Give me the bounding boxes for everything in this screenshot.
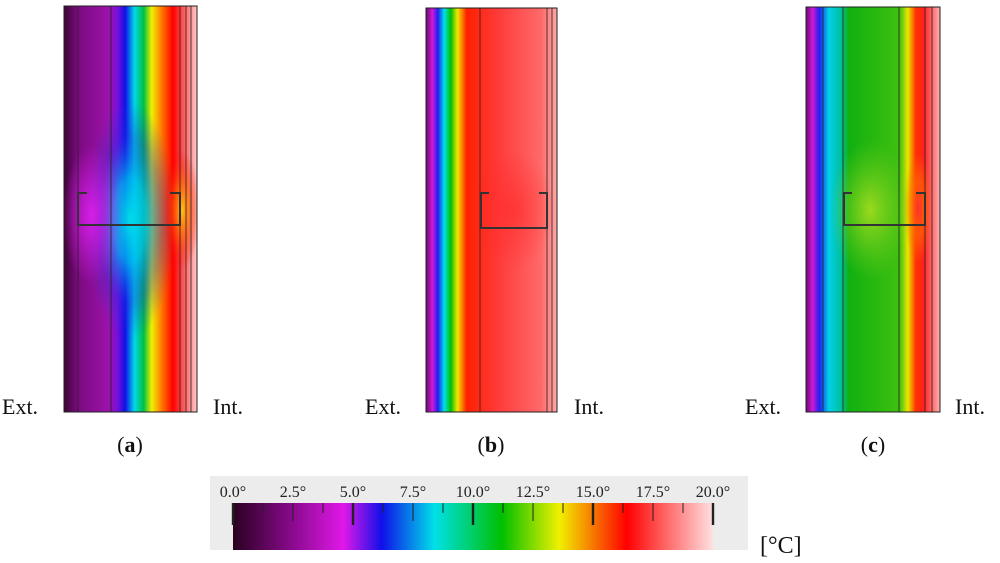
legend-tick-label: 0.0° xyxy=(220,484,246,501)
panel-c-ext-label: Ext. xyxy=(745,394,781,419)
panel-b-border xyxy=(425,7,558,413)
panel-a-caption: (a) xyxy=(117,432,143,457)
legend-tick-label: 10.0° xyxy=(456,484,490,501)
panel-c-border xyxy=(805,6,941,413)
legend-tick-label: 7.5° xyxy=(400,484,426,501)
panel-c-steel-profile xyxy=(843,192,926,226)
panel-c-caption: (c) xyxy=(861,432,885,457)
panel-a-steel-profile xyxy=(77,192,181,226)
legend-tick-label: 20.0° xyxy=(696,484,730,501)
panel-b-int-label: Int. xyxy=(574,394,604,419)
panel-b: Ext. Int. (b) xyxy=(365,7,604,457)
panel-a-thermal-map xyxy=(64,6,197,412)
panel-b-thermal-map xyxy=(426,8,557,412)
panel-c-int-label: Int. xyxy=(955,394,985,419)
legend-tick-label: 2.5° xyxy=(280,484,306,501)
legend-tick-label: 15.0° xyxy=(576,484,610,501)
panel-a-int-label: Int. xyxy=(213,394,243,419)
panel-a: Ext. Int. (a) xyxy=(2,5,243,457)
color-legend: 0.0° 2.5° 5.0° 7.5° 10.0° 12.5° 15.0° 17.5° 20.0… xyxy=(210,476,802,559)
panel-b-steel-profile xyxy=(480,192,548,229)
panel-c: Ext. Int. (c) xyxy=(745,6,985,457)
panel-a-ext-label: Ext. xyxy=(2,394,38,419)
legend-tick-label: 5.0° xyxy=(340,484,366,501)
panel-c-thermal-map xyxy=(806,7,940,412)
legend-tick-label: 17.5° xyxy=(636,484,670,501)
legend-unit-label: [°C] xyxy=(760,533,802,559)
panel-b-caption: (b) xyxy=(478,432,505,457)
panel-b-ext-label: Ext. xyxy=(365,394,401,419)
legend-tick-label: 12.5° xyxy=(516,484,550,501)
panel-a-border xyxy=(63,5,198,413)
legend-ticks xyxy=(231,503,715,525)
legend-tick-labels: 0.0° 2.5° 5.0° 7.5° 10.0° 12.5° 15.0° 17.5° 20.0… xyxy=(220,484,730,501)
